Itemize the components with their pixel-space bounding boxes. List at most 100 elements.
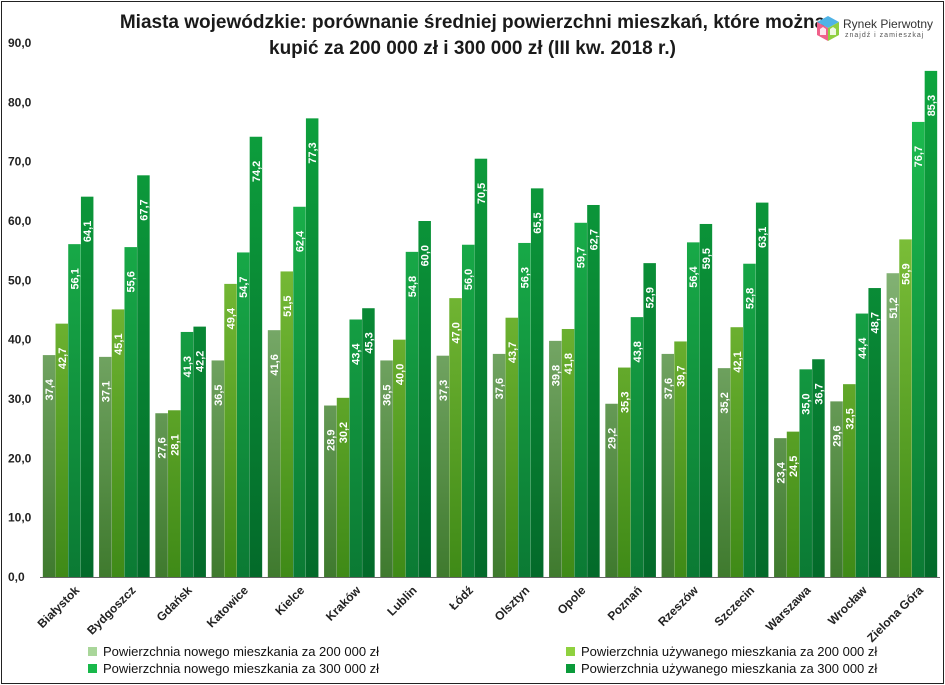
bar <box>267 330 281 577</box>
legend-item-series-2: Powierzchnia używanego mieszkania za 200… <box>566 644 877 659</box>
bar-value-label: 41,3 <box>182 356 194 377</box>
bar-value-label: 43,7 <box>507 342 519 363</box>
bar <box>393 339 406 577</box>
bar-value-label: 39,8 <box>550 365 562 386</box>
bar <box>180 331 194 577</box>
bar <box>505 317 519 577</box>
chart-title-line-2: kupić za 200 000 zł i 300 000 zł (III kw… <box>269 38 676 59</box>
bar <box>280 271 294 577</box>
bar <box>324 405 337 577</box>
chart-title-line-1: Miasta wojewódzkie: porównanie średniej … <box>119 12 826 33</box>
bar <box>111 309 125 577</box>
bar <box>55 323 69 577</box>
bar-value-label: 27,6 <box>157 437 169 458</box>
bar-value-label: 74,2 <box>251 161 263 182</box>
bar-value-label: 44,4 <box>857 337 869 359</box>
bar-value-label: 35,0 <box>801 393 813 414</box>
bar <box>293 206 306 577</box>
bar-value-label: 29,6 <box>832 425 844 446</box>
x-tick-label: Łódź <box>446 583 476 613</box>
bar <box>774 438 787 577</box>
bar <box>812 359 825 577</box>
bar <box>518 242 531 577</box>
legend-swatch-series-4 <box>566 664 575 673</box>
y-tick-label: 70,0 <box>8 155 32 169</box>
bar-value-label: 51,2 <box>888 297 900 318</box>
bar-value-label: 41,8 <box>563 353 575 374</box>
legend-item-series-4: Powierzchnia używanego mieszkania za 300… <box>566 661 877 676</box>
y-tick-label: 80,0 <box>8 95 32 109</box>
bar <box>124 247 137 577</box>
bar <box>68 244 81 577</box>
legend-label-series-2: Powierzchnia używanego mieszkania za 200… <box>581 644 878 659</box>
bar-value-label: 56,4 <box>688 265 700 287</box>
bar-value-label: 63,1 <box>757 227 769 248</box>
bar-value-label: 36,7 <box>813 383 825 404</box>
x-tick-label: Warszawa <box>763 583 814 634</box>
bar-value-label: 35,3 <box>619 392 631 413</box>
y-tick-label: 90,0 <box>8 36 32 50</box>
bar-value-label: 40,0 <box>394 364 406 385</box>
bar-value-label: 36,5 <box>213 384 225 405</box>
x-tick-label: Wrocław <box>825 583 870 628</box>
bar <box>886 273 900 577</box>
y-tick-label: 30,0 <box>8 392 32 406</box>
x-tick-label: Opole <box>555 583 589 617</box>
bar <box>42 355 56 577</box>
legend-label-series-1: Powierzchnia nowego mieszkania za 200 00… <box>103 644 380 659</box>
bar-value-label: 37,6 <box>663 378 675 399</box>
x-tick-label: Olsztyn <box>492 583 533 624</box>
bar <box>730 327 744 577</box>
x-tick-label: Zielona Góra <box>864 583 926 645</box>
bar <box>380 360 393 577</box>
bar <box>618 367 631 577</box>
bar <box>224 283 237 577</box>
bar-value-label: 65,5 <box>532 212 544 233</box>
x-tick-label: Kielce <box>272 583 307 618</box>
logo: Rynek Pierwotny znajdź i zamieszkaj <box>815 14 934 46</box>
x-tick-label: Bydgoszcz <box>84 583 138 637</box>
bar <box>193 326 206 577</box>
bar <box>661 353 675 577</box>
bar-value-label: 45,3 <box>363 332 375 353</box>
bar <box>717 368 731 577</box>
bar <box>80 196 94 577</box>
bar-value-label: 41,6 <box>269 354 281 375</box>
bar-value-label: 54,7 <box>238 276 250 297</box>
legend-item-series-1: Powierzchnia nowego mieszkania za 200 00… <box>88 644 379 659</box>
x-tick-label: Szczecin <box>711 583 757 629</box>
bar-value-label: 47,0 <box>451 322 463 343</box>
bar <box>561 328 575 577</box>
legend-swatch-series-1 <box>88 647 97 656</box>
bar-value-label: 64,1 <box>82 221 94 242</box>
bar-value-label: 59,5 <box>701 248 713 269</box>
logo-name: Rynek Pierwotny <box>843 17 934 31</box>
bar-value-label: 30,2 <box>338 422 350 443</box>
bar <box>405 251 419 577</box>
bar-value-label: 35,2 <box>719 392 731 413</box>
legend-swatch-series-3 <box>88 664 97 673</box>
bar <box>686 242 700 578</box>
bar-value-label: 48,7 <box>870 312 882 333</box>
bar-value-label: 28,9 <box>325 430 337 451</box>
bar-value-label: 37,6 <box>494 378 506 399</box>
bar-value-label: 56,3 <box>519 267 531 288</box>
bar <box>99 356 112 577</box>
bar-value-label: 60,0 <box>420 245 432 266</box>
x-tick-label: Białystok <box>35 583 83 631</box>
bar <box>843 384 856 577</box>
bar <box>587 204 600 578</box>
bar-value-label: 76,7 <box>913 146 925 167</box>
bar-value-label: 70,5 <box>476 183 488 204</box>
bar <box>436 355 450 577</box>
bar <box>336 397 350 577</box>
bar <box>418 221 431 577</box>
bar <box>461 244 475 577</box>
bar-value-label: 28,1 <box>169 434 181 455</box>
y-tick-label: 40,0 <box>8 333 32 347</box>
bar <box>911 121 925 577</box>
bar <box>743 263 756 577</box>
bar-value-label: 62,7 <box>588 229 600 250</box>
logo-tagline: znajdź i zamieszkaj <box>845 32 925 39</box>
